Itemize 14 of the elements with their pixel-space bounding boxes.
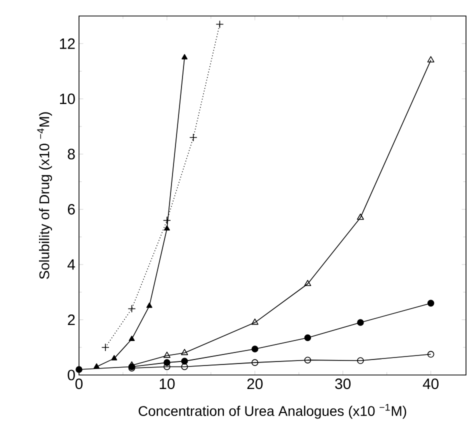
y-tick-label: 2 <box>68 314 75 325</box>
x-tick-label: 30 <box>335 378 351 390</box>
y-tick-label: 4 <box>68 259 76 270</box>
x-tick-label: 40 <box>422 378 439 390</box>
y-tick-label: 6 <box>68 204 75 215</box>
x-tick-label: 10 <box>160 378 175 390</box>
y-tick-label: 12 <box>60 38 75 49</box>
x-tick-label: 20 <box>247 378 263 390</box>
y-tick-label: 0 <box>68 370 75 380</box>
y-axis-title: Solubility of Drug (x10 $^{−4}$M) <box>37 112 52 279</box>
x-tick-label: 0 <box>75 378 83 390</box>
y-tick-label: 8 <box>68 148 75 160</box>
x-axis-title: Concentration of Urea Analogues (x10 $^{−1}$M) <box>138 404 406 419</box>
y-tick-label: 10 <box>60 94 75 104</box>
